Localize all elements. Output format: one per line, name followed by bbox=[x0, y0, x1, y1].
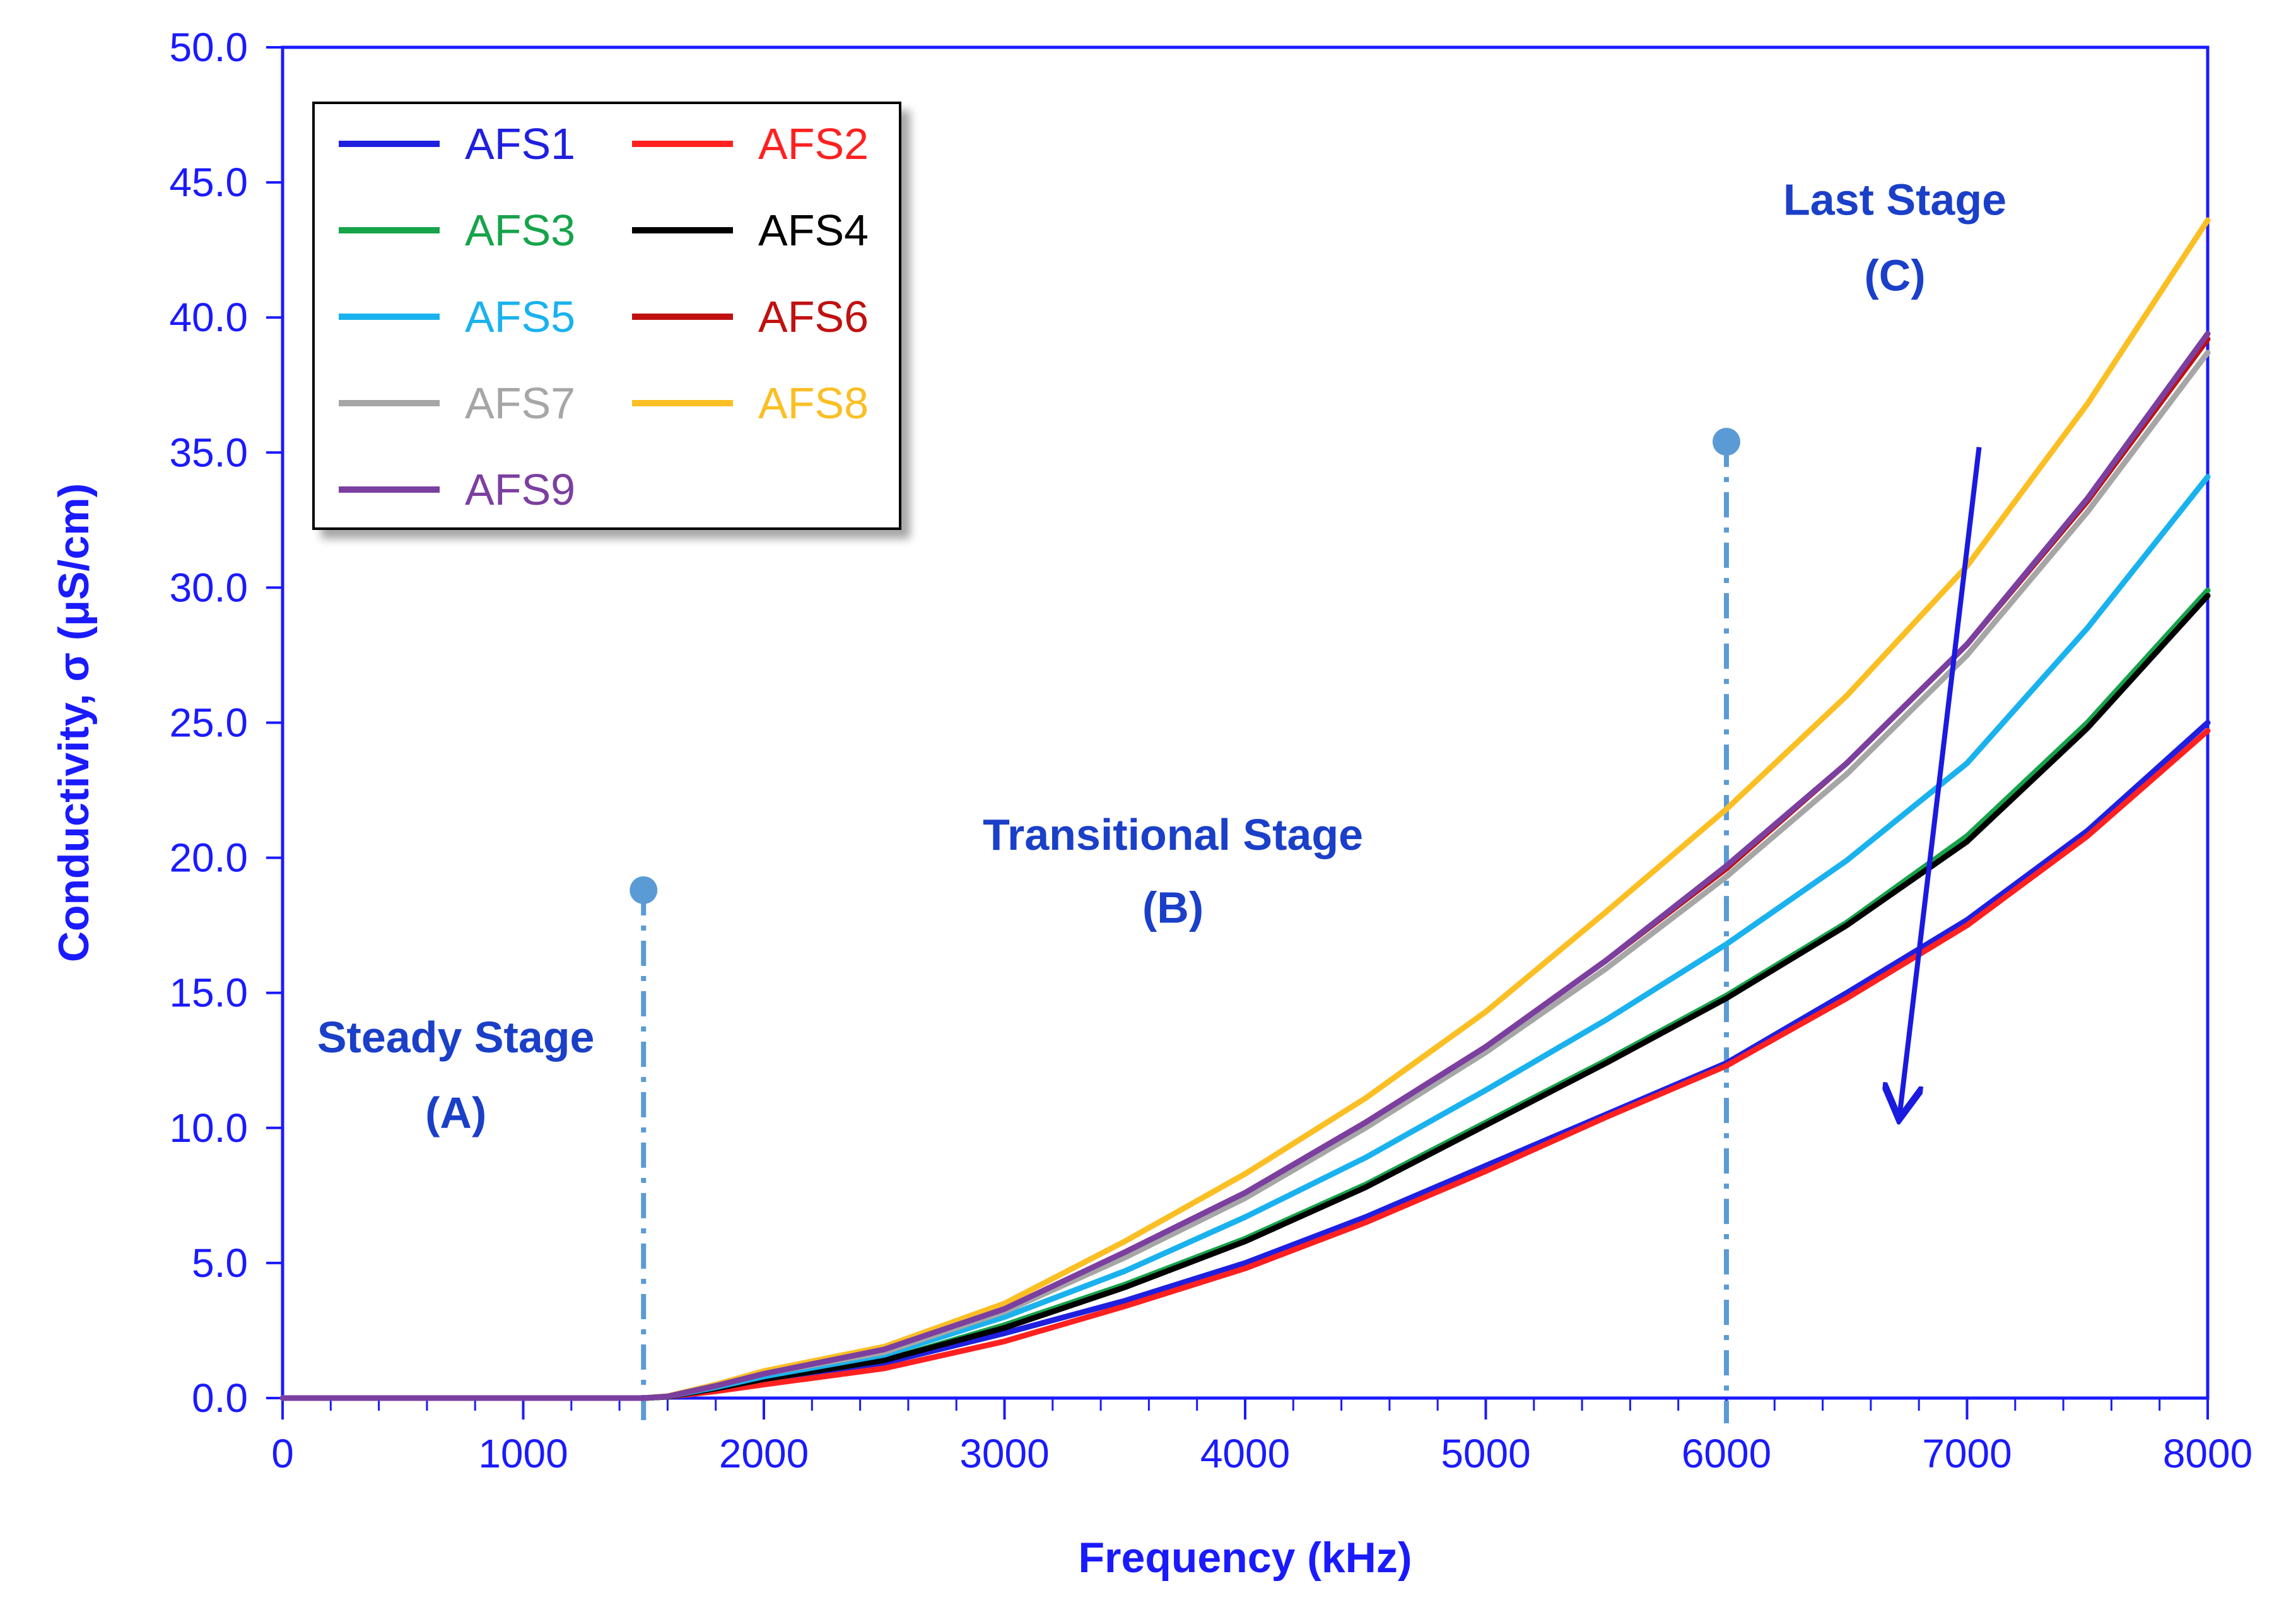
legend-label: AFS5 bbox=[465, 292, 575, 341]
legend-label: AFS1 bbox=[465, 119, 575, 168]
y-tick-label: 5.0 bbox=[192, 1240, 248, 1286]
y-tick-label: 30.0 bbox=[169, 565, 248, 610]
legend: AFS1 AFS2 AFS3 AFS4 AFS5 AFS6 AFS7 AFS8 AFS9 bbox=[312, 102, 901, 530]
y-axis-title: Conductivity, σ (μS/cm) bbox=[50, 483, 98, 962]
x-tick-label: 6000 bbox=[1682, 1431, 1771, 1476]
trend-arrow bbox=[1900, 447, 1982, 1115]
x-tick-label: 8000 bbox=[2163, 1431, 2252, 1476]
legend-label: AFS6 bbox=[758, 292, 869, 341]
legend-label: AFS9 bbox=[465, 465, 575, 514]
y-tick-label: 50.0 bbox=[169, 25, 248, 70]
y-tick-label: 10.0 bbox=[169, 1105, 248, 1151]
legend-label: AFS8 bbox=[758, 379, 869, 428]
y-tick-label: 0.0 bbox=[192, 1375, 248, 1421]
stage-annotation-letter: (B) bbox=[1142, 883, 1204, 932]
legend-label: AFS3 bbox=[465, 206, 575, 255]
stage-boundary-marker bbox=[630, 876, 658, 904]
x-tick-label: 0 bbox=[271, 1431, 294, 1476]
x-axis-title: Frequency (kHz) bbox=[1079, 1534, 1412, 1582]
stage-annotation-title: Steady Stage bbox=[317, 1013, 595, 1062]
series-line-afs9 bbox=[279, 331, 2211, 1401]
x-tick-label: 4000 bbox=[1200, 1431, 1290, 1476]
legend-label: AFS7 bbox=[465, 379, 575, 428]
x-tick-label: 5000 bbox=[1441, 1431, 1530, 1476]
stage-annotation-letter: (C) bbox=[1864, 250, 1925, 300]
stage-boundary-marker bbox=[1713, 428, 1740, 456]
legend-label: AFS2 bbox=[758, 119, 869, 168]
stage-annotation-title: Last Stage bbox=[1783, 175, 2006, 224]
stage-annotation-title: Transitional Stage bbox=[983, 810, 1363, 859]
y-tick-label: 20.0 bbox=[169, 835, 248, 881]
legend-label: AFS4 bbox=[758, 206, 869, 255]
stage-annotation-letter: (A) bbox=[425, 1088, 486, 1138]
x-tick-label: 3000 bbox=[959, 1431, 1049, 1476]
x-tick-label: 7000 bbox=[1922, 1431, 2012, 1476]
y-tick-label: 25.0 bbox=[169, 700, 248, 746]
y-tick-label: 15.0 bbox=[169, 970, 248, 1016]
y-tick-label: 35.0 bbox=[169, 430, 248, 475]
y-tick-label: 40.0 bbox=[169, 295, 248, 340]
x-tick-label: 1000 bbox=[478, 1431, 568, 1476]
y-tick-label: 45.0 bbox=[169, 160, 248, 205]
x-tick-label: 2000 bbox=[719, 1431, 809, 1476]
